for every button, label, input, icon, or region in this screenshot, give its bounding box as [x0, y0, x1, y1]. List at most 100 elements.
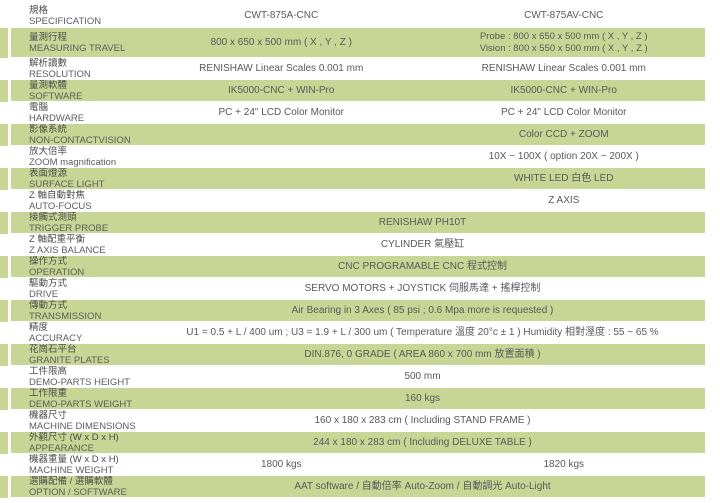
table-row: 電腦 HARDWARE PC + 24" LCD Color Monitor PC +…	[0, 102, 705, 124]
row-label-zh: 精度	[29, 322, 49, 333]
value-cell-model-a	[140, 146, 423, 167]
row-label-en: TRANSMISSION	[29, 310, 102, 322]
row-values: 160 kgs	[140, 388, 705, 409]
row-accent-strip	[0, 102, 8, 124]
row-label-zh: 工作限重	[29, 388, 68, 399]
value-cell-model-a: RENISHAW Linear Scales 0.001 mm	[199, 62, 364, 74]
row-values: Z AXIS	[140, 190, 705, 211]
table-row: 規格 SPECIFICATION CWT-875A-CNC CWT-875AV-CNC	[0, 4, 705, 28]
row-accent-strip	[0, 388, 8, 410]
row-label-zh: Z 軸配重平衡	[29, 234, 85, 245]
row-band: 量測軟體 SOFTWARE IK5000-CNC + WIN-Pro IK5000-C…	[11, 80, 705, 102]
row-label-zh: 外觀尺寸 (W x D x H)	[29, 432, 119, 443]
value-cell-span: DIN.876, 0 GRADE ( AREA 860 x 700 mm 放置面…	[304, 348, 541, 360]
value-cell-span: Air Bearing in 3 Axes ( 85 psi ; 0.6 Mpa…	[291, 304, 554, 316]
row-band: 解析讀數 RESOLUTION RENISHAW Linear Scales 0.0…	[11, 58, 705, 80]
row-values: Air Bearing in 3 Axes ( 85 psi ; 0.6 Mpa…	[140, 300, 705, 321]
table-row: 影像系統 NON-CONTACTVISION Color CCD + ZOOM	[0, 124, 705, 146]
row-values: 500 mm	[140, 366, 705, 387]
row-label: 量測軟體 SOFTWARE	[11, 80, 140, 101]
row-band: Z 軸自動對焦 AUTO-FOCUS Z AXIS	[11, 190, 705, 212]
row-band: 影像系統 NON-CONTACTVISION Color CCD + ZOOM	[11, 124, 705, 146]
value-cell-model-av: 1820 kgs	[543, 458, 585, 470]
row-label-zh: 接觸式測頭	[29, 212, 77, 223]
value-cell-model-a: PC + 24" LCD Color Monitor	[218, 106, 345, 118]
table-row: Z 軸配重平衡 Z AXIS BALANCE CYLINDER 氣壓缸	[0, 234, 705, 256]
row-band: 電腦 HARDWARE PC + 24" LCD Color Monitor PC +…	[11, 102, 705, 124]
row-label-en: MEASURING TRAVEL	[29, 42, 126, 54]
row-label: 解析讀數 RESOLUTION	[11, 58, 140, 79]
row-accent-strip	[0, 366, 8, 388]
row-band: 量測行程 MEASURING TRAVEL 800 x 650 x 500 mm (…	[11, 28, 705, 58]
row-label: 量測行程 MEASURING TRAVEL	[11, 28, 140, 57]
table-row: 精度 ACCURACY U1 = 0.5 + L / 400 um ; U3 = 1…	[0, 322, 705, 344]
table-row: 機器尺寸 MACHINE DIMENSIONS 160 x 180 x 283 cm…	[0, 410, 705, 432]
row-label: 外觀尺寸 (W x D x H) APPEARANCE	[11, 432, 140, 453]
table-row: 放大倍率 ZOOM magnification 10X ~ 100X ( optio…	[0, 146, 705, 168]
row-values: 244 x 180 x 283 cm ( Including DELUXE TA…	[140, 432, 705, 453]
table-row: 外觀尺寸 (W x D x H) APPEARANCE 244 x 180 x 28…	[0, 432, 705, 454]
row-accent-strip	[0, 168, 8, 190]
row-accent-strip	[0, 190, 8, 212]
table-row: 選購配備 / 選購軟體 OPTION / SOFTWARE AAT software…	[0, 476, 705, 498]
row-label: 工件限高 DEMO-PARTS HEIGHT	[11, 366, 140, 387]
row-label-zh: 電腦	[29, 102, 49, 113]
row-label-zh: 工件限高	[29, 366, 68, 377]
row-accent-strip	[0, 344, 8, 366]
value-cell-model-av: Z AXIS	[548, 194, 580, 206]
row-label-zh: 影像系統	[29, 124, 68, 135]
row-label-en: Z AXIS BALANCE	[29, 244, 106, 256]
row-values: DIN.876, 0 GRADE ( AREA 860 x 700 mm 放置面…	[140, 344, 705, 365]
row-label-en: MACHINE WEIGHT	[29, 464, 114, 476]
row-label-en: RESOLUTION	[29, 68, 91, 80]
value-cell-model-av: Probe : 800 x 650 x 500 mm ( X , Y , Z )…	[423, 28, 706, 57]
table-row: 量測行程 MEASURING TRAVEL 800 x 650 x 500 mm (…	[0, 28, 705, 58]
row-label-zh: 選購配備 / 選購軟體	[29, 476, 113, 487]
row-accent-strip	[0, 300, 8, 322]
value-cell-model-av: IK5000-CNC + WIN-Pro	[510, 84, 617, 96]
row-accent-strip	[0, 80, 8, 102]
row-label-en: DRIVE	[29, 288, 59, 300]
row-accent-strip	[0, 212, 8, 234]
row-band: 傳動方式 TRANSMISSION Air Bearing in 3 Axes ( …	[11, 300, 705, 322]
row-band: 精度 ACCURACY U1 = 0.5 + L / 400 um ; U3 = 1…	[11, 322, 705, 344]
row-label-zh: 規格	[29, 4, 49, 16]
row-label-en: SURFACE LIGHT	[29, 178, 105, 190]
row-values: CWT-875A-CNC CWT-875AV-CNC	[140, 4, 705, 27]
row-band: 接觸式測頭 TRIGGER PROBE RENISHAW PH10T	[11, 212, 705, 234]
row-label-en: OPERATION	[29, 266, 85, 278]
value-cell-model-a	[140, 190, 423, 211]
row-label-en: APPEARANCE	[29, 442, 94, 454]
row-label: 花崗石平台 GRANITE PLATES	[11, 344, 140, 365]
table-row: 驅動方式 DRIVE SERVO MOTORS + JOYSTICK 伺服馬達 + …	[0, 278, 705, 300]
row-label-zh: 花崗石平台	[29, 344, 77, 355]
row-accent-strip	[0, 28, 8, 58]
row-accent-strip	[0, 432, 8, 454]
table-row: 表面燈源 SURFACE LIGHT WHITE LED 白色 LED	[0, 168, 705, 190]
row-label: 驅動方式 DRIVE	[11, 278, 140, 299]
row-label-en: DEMO-PARTS WEIGHT	[29, 398, 133, 410]
table-row: 量測軟體 SOFTWARE IK5000-CNC + WIN-Pro IK5000-C…	[0, 80, 705, 102]
value-cell-model-av: Color CCD + ZOOM	[518, 128, 609, 140]
row-label-zh: 量測軟體	[29, 80, 68, 91]
value-cell-span: AAT software / 自動倍率 Auto-Zoom / 自動調光 Aut…	[294, 480, 551, 492]
table-row: 傳動方式 TRANSMISSION Air Bearing in 3 Axes ( …	[0, 300, 705, 322]
row-label: 傳動方式 TRANSMISSION	[11, 300, 140, 321]
value-cell-model-a: 800 x 650 x 500 mm ( X , Y , Z )	[210, 36, 352, 48]
row-band: 機器重量 (W x D x H) MACHINE WEIGHT 1800 kgs 18…	[11, 454, 705, 476]
row-label-en: HARDWARE	[29, 112, 85, 124]
row-label: 精度 ACCURACY	[11, 322, 140, 343]
table-row: 工件限高 DEMO-PARTS HEIGHT 500 mm	[0, 366, 705, 388]
row-band: 機器尺寸 MACHINE DIMENSIONS 160 x 180 x 283 cm…	[11, 410, 705, 432]
row-values: 10X ~ 100X ( option 20X ~ 200X )	[140, 146, 705, 167]
row-accent-strip	[0, 4, 8, 28]
row-band: 工件限高 DEMO-PARTS HEIGHT 500 mm	[11, 366, 705, 388]
row-band: 表面燈源 SURFACE LIGHT WHITE LED 白色 LED	[11, 168, 705, 190]
value-cell-span: 160 x 180 x 283 cm ( Including STAND FRA…	[314, 414, 531, 426]
table-row: 接觸式測頭 TRIGGER PROBE RENISHAW PH10T	[0, 212, 705, 234]
value-cell-model-av: 10X ~ 100X ( option 20X ~ 200X )	[488, 150, 639, 162]
value-cell-span: CYLINDER 氣壓缸	[380, 238, 465, 250]
value-cell-model-a	[140, 168, 423, 189]
row-label-en: MACHINE DIMENSIONS	[29, 420, 136, 432]
